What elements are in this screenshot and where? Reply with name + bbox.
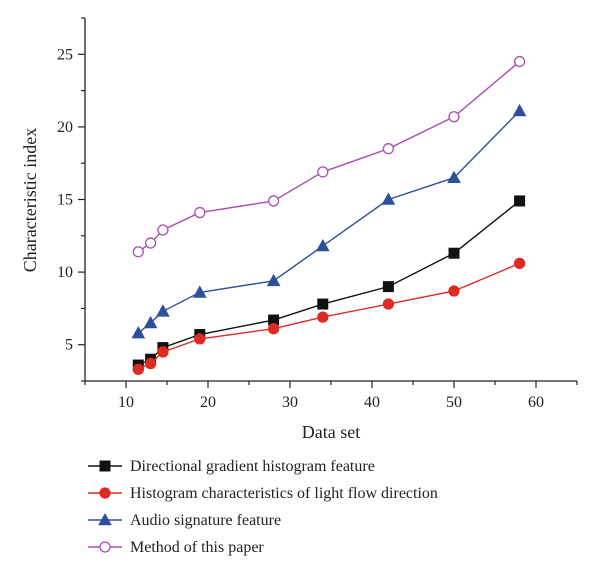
- data-point-2-5: [267, 323, 280, 335]
- legend-item-1: Directional gradient histogram feature: [88, 458, 375, 475]
- x-tick-label-10: 10: [118, 394, 134, 411]
- y-tick-label-15: 15: [57, 192, 73, 209]
- series-2: [132, 257, 526, 376]
- legend-item-2: Histogram characteristics of light flow …: [88, 485, 438, 502]
- data-point-1-8: [448, 247, 460, 259]
- x-tick-label-50: 50: [446, 394, 462, 411]
- legend-label-3: Audio signature feature: [130, 512, 281, 529]
- data-point-2-8: [448, 285, 460, 297]
- legend-marker-1: [99, 460, 111, 472]
- series-line-3: [137, 110, 521, 334]
- series-3: [131, 103, 527, 339]
- legend-label-2: Histogram characteristics of light flow …: [130, 485, 438, 502]
- x-axis-title: Data set: [302, 422, 360, 442]
- series-line-4: [137, 61, 521, 253]
- x-tick-label-20: 20: [200, 394, 216, 411]
- x-tick-label-40: 40: [364, 394, 380, 411]
- series-layer: [131, 55, 527, 376]
- data-point-3-7: [381, 192, 396, 205]
- data-point-2-1: [132, 363, 144, 376]
- data-point-3-3: [156, 304, 170, 317]
- y-tick-label-25: 25: [57, 46, 73, 63]
- data-point-4-7: [382, 143, 395, 155]
- data-point-1-6: [317, 298, 329, 310]
- data-point-3-9: [512, 103, 527, 117]
- data-point-2-2: [144, 357, 157, 370]
- legend-marker-3: [98, 512, 112, 526]
- data-point-4-1: [132, 246, 144, 258]
- legend-marker-4: [99, 541, 111, 553]
- y-tick-label-20: 20: [57, 119, 73, 136]
- y-tick-label-10: 10: [57, 264, 73, 281]
- data-point-3-2: [143, 315, 158, 329]
- data-point-1-9: [514, 195, 526, 207]
- data-point-3-6: [315, 238, 330, 252]
- data-point-4-5: [267, 195, 280, 207]
- y-tick-label-5: 5: [65, 337, 73, 354]
- data-point-3-5: [266, 273, 281, 287]
- data-point-2-6: [317, 311, 329, 323]
- data-point-4-4: [194, 206, 206, 219]
- data-point-4-9: [513, 55, 526, 68]
- legend-item-4: Method of this paper: [88, 539, 264, 556]
- data-point-2-3: [157, 346, 169, 358]
- series-line-2: [138, 262, 520, 371]
- x-tick-label-30: 30: [282, 394, 298, 411]
- data-point-2-4: [194, 333, 206, 345]
- data-point-2-7: [382, 298, 395, 310]
- data-point-4-6: [317, 166, 329, 178]
- legend-marker-2: [99, 487, 111, 499]
- legend-label-1: Directional gradient histogram feature: [130, 458, 375, 475]
- series-4: [132, 55, 526, 258]
- y-axis-title: Characteristic index: [20, 128, 40, 272]
- data-point-1-7: [382, 281, 394, 293]
- data-point-4-8: [448, 111, 460, 123]
- legend: Directional gradient histogram feature Hi…: [88, 458, 438, 556]
- data-point-4-2: [144, 237, 157, 249]
- data-point-3-1: [131, 326, 146, 339]
- legend-item-3: Audio signature feature: [88, 512, 281, 529]
- series-1: [132, 195, 526, 371]
- data-point-3-4: [192, 285, 207, 298]
- legend-label-4: Method of this paper: [130, 539, 264, 556]
- axes: 10 20 30 40 50 60 5 10 15 20 25: [57, 17, 578, 411]
- data-point-4-3: [157, 224, 169, 236]
- x-tick-label-60: 60: [528, 394, 544, 411]
- data-point-3-8: [447, 170, 461, 184]
- data-point-2-9: [513, 257, 526, 270]
